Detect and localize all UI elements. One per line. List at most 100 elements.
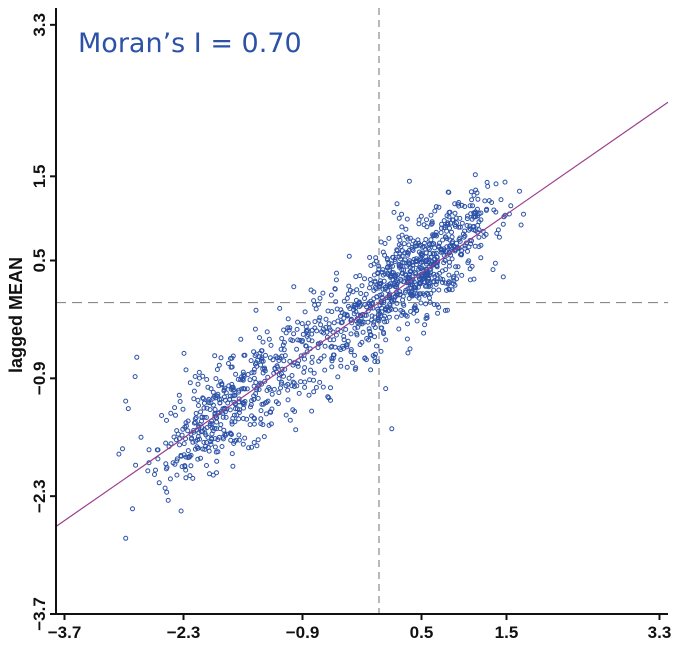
data-point <box>204 377 210 382</box>
data-point <box>472 172 478 178</box>
data-point <box>253 307 259 313</box>
data-point <box>350 289 356 295</box>
data-point <box>316 341 322 347</box>
data-point <box>281 347 287 353</box>
data-point <box>399 224 405 230</box>
data-point <box>338 363 344 369</box>
data-point <box>254 443 260 449</box>
data-point <box>311 298 317 304</box>
data-point <box>231 412 237 418</box>
data-point <box>380 286 386 292</box>
data-point <box>339 319 345 325</box>
data-point <box>253 380 259 385</box>
data-point <box>240 369 246 375</box>
data-point <box>338 313 343 319</box>
data-point <box>382 286 388 292</box>
data-point <box>447 225 452 231</box>
data-point <box>332 344 338 350</box>
y-tick-label: 0.5 <box>30 249 49 273</box>
data-point <box>437 240 442 246</box>
data-point <box>378 325 384 331</box>
data-point <box>219 444 225 449</box>
data-point <box>428 291 434 296</box>
data-point <box>295 319 301 325</box>
data-point <box>462 228 468 234</box>
data-point <box>500 221 506 227</box>
data-point <box>394 314 400 320</box>
data-point <box>221 388 227 394</box>
data-point <box>427 242 433 248</box>
data-point <box>475 196 481 202</box>
data-point <box>407 285 413 291</box>
data-point <box>440 280 445 285</box>
data-point <box>472 214 478 220</box>
data-point <box>289 373 295 378</box>
data-point <box>255 437 261 443</box>
data-point <box>394 278 400 284</box>
data-point <box>391 209 397 215</box>
data-point <box>345 338 351 344</box>
data-point <box>170 460 176 466</box>
data-point <box>408 309 414 314</box>
data-point <box>252 326 258 332</box>
data-point <box>396 326 402 332</box>
data-point <box>471 192 477 198</box>
data-point <box>297 337 303 343</box>
data-point <box>120 446 125 452</box>
data-point <box>271 386 277 392</box>
data-point <box>378 239 384 245</box>
data-point <box>231 393 237 399</box>
data-point <box>290 379 296 385</box>
data-point <box>442 280 448 286</box>
data-point <box>367 285 372 291</box>
data-point <box>452 247 458 253</box>
data-point <box>423 261 429 267</box>
data-point <box>200 373 206 379</box>
data-point <box>405 250 411 256</box>
data-point <box>375 359 381 365</box>
data-point <box>164 464 170 470</box>
data-point <box>406 178 412 184</box>
data-point <box>287 358 293 364</box>
data-point <box>317 379 323 385</box>
data-point <box>444 228 450 234</box>
x-tick-label: 1.5 <box>495 623 519 642</box>
data-point <box>196 403 201 408</box>
data-point <box>298 353 304 359</box>
data-point <box>425 271 431 277</box>
data-point <box>277 355 283 361</box>
data-point <box>413 240 418 246</box>
data-point <box>283 383 289 389</box>
data-point <box>433 250 439 256</box>
data-point <box>491 207 497 213</box>
data-point <box>341 298 347 304</box>
data-point <box>236 396 242 402</box>
data-point <box>251 369 257 375</box>
data-point <box>470 203 475 209</box>
data-point <box>373 286 379 292</box>
data-point <box>458 252 463 257</box>
data-point <box>174 472 180 478</box>
data-point <box>273 399 279 405</box>
data-point <box>260 339 266 345</box>
data-point <box>270 357 276 363</box>
data-point <box>207 423 213 428</box>
y-tick-label: 3.3 <box>30 13 49 37</box>
data-point <box>421 279 427 285</box>
data-point <box>388 261 394 267</box>
data-point <box>229 421 235 427</box>
data-point <box>362 296 367 301</box>
data-point <box>244 386 250 392</box>
data-point <box>483 207 489 213</box>
data-point <box>462 204 468 209</box>
data-point <box>262 366 268 372</box>
data-point <box>133 462 139 468</box>
data-point <box>396 242 402 248</box>
data-point <box>300 338 305 343</box>
data-point <box>240 416 246 421</box>
data-point <box>257 335 262 341</box>
data-point <box>376 263 382 269</box>
data-point <box>247 422 253 428</box>
data-point <box>229 451 235 457</box>
data-point <box>489 200 495 205</box>
